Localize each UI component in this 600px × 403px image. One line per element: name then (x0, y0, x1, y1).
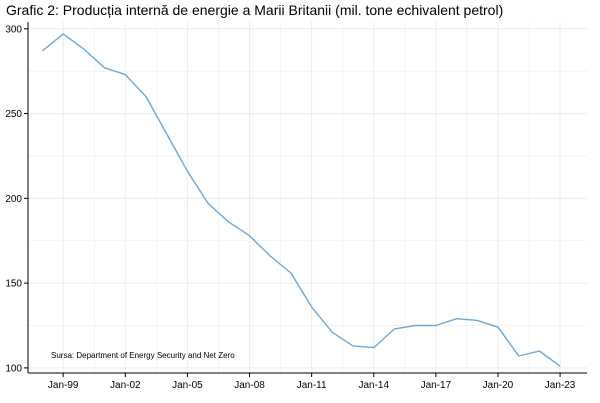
x-tick-label: Jan-14 (358, 380, 389, 391)
axes: 100 150 200 250 300 Jan-99 Jan-02 Jan-05 Jan-08 J… (5, 22, 587, 391)
data-point (61, 32, 65, 36)
y-tick-label: 200 (5, 194, 22, 205)
data-point (289, 271, 293, 275)
data-point (144, 95, 148, 99)
data-point (165, 132, 169, 136)
data-point (206, 201, 210, 205)
gridlines (28, 22, 587, 373)
data-point (248, 234, 252, 238)
y-tick-label: 150 (5, 279, 22, 290)
x-tick-label: Jan-99 (48, 380, 79, 391)
x-tick-label: Jan-08 (234, 380, 265, 391)
data-point (413, 324, 417, 328)
x-tick-label: Jan-05 (172, 380, 203, 391)
data-point (227, 220, 231, 224)
x-tick-label: Jan-11 (297, 380, 327, 391)
chart-title: Grafic 2: Producția internă de energie a… (6, 2, 504, 18)
data-point (40, 49, 44, 53)
data-point (82, 47, 86, 51)
data-point (537, 349, 541, 353)
data-point (310, 305, 314, 309)
y-tick-label: 300 (5, 24, 22, 35)
data-point (123, 73, 127, 77)
data-point (517, 354, 521, 358)
y-tick-label: 250 (5, 109, 22, 120)
source-note: Sursa: Department of Energy Security and… (51, 351, 235, 360)
x-tick-label: Jan-23 (545, 380, 576, 391)
data-point (268, 254, 272, 258)
data-point (351, 344, 355, 348)
data-point (103, 66, 107, 70)
data-point (434, 324, 438, 328)
x-tick-label: Jan-20 (483, 380, 514, 391)
data-point (558, 364, 562, 368)
data-point (330, 330, 334, 334)
data-point (392, 327, 396, 331)
series-group (40, 32, 562, 368)
data-point (455, 317, 459, 321)
data-point (185, 169, 189, 173)
y-tick-label: 100 (5, 363, 22, 374)
series-line (42, 33, 561, 367)
data-point (496, 325, 500, 329)
x-tick-label: Jan-17 (421, 380, 452, 391)
data-point (475, 318, 479, 322)
data-point (372, 346, 376, 350)
x-tick-label: Jan-02 (110, 380, 141, 391)
